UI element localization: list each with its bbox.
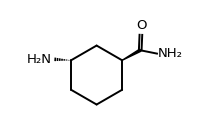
Text: H₂N: H₂N [27, 53, 52, 66]
Text: O: O [136, 19, 147, 32]
Polygon shape [122, 49, 141, 60]
Text: NH₂: NH₂ [158, 47, 183, 60]
